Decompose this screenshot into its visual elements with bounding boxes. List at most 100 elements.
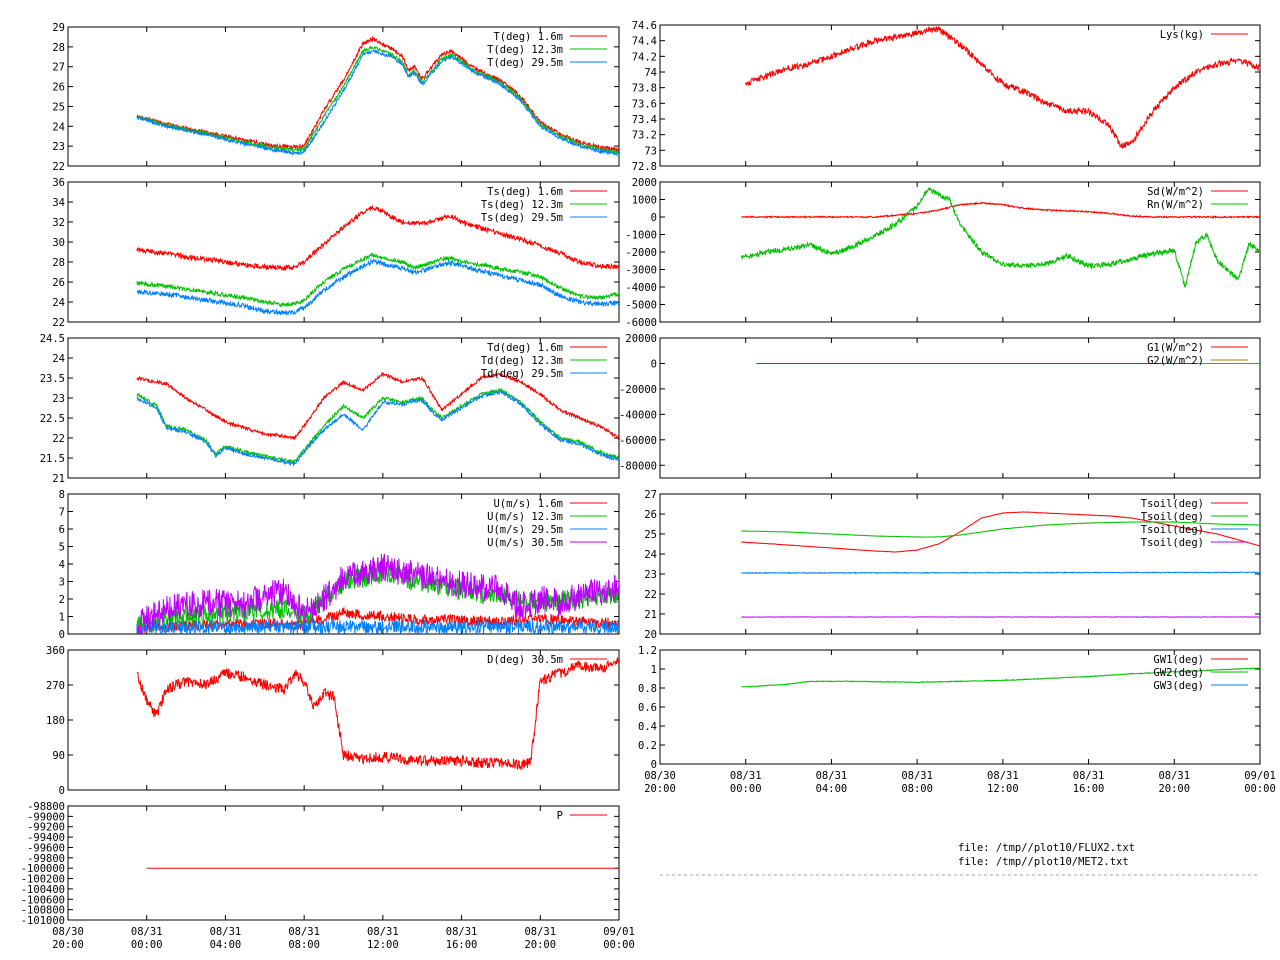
series-line (136, 553, 619, 634)
y-tick-label: -60000 (619, 435, 657, 447)
y-tick-label: 24.5 (40, 333, 65, 345)
y-tick-label: 29 (52, 22, 65, 34)
y-tick-label: 73.2 (632, 130, 657, 142)
y-tick-label: -98800 (27, 801, 65, 813)
series-line (745, 26, 1260, 149)
legend-label: T(deg) 1.6m (493, 31, 563, 43)
y-tick-label: -99000 (27, 811, 65, 823)
x-tick-label-date: 08/31 (987, 770, 1019, 782)
y-tick-label: 0 (59, 785, 65, 797)
legend-label: Td(deg) 1.6m (487, 342, 563, 354)
y-tick-label: -100200 (21, 874, 65, 886)
y-tick-label: 28 (52, 42, 65, 54)
y-tick-label: 20 (644, 629, 657, 641)
legend-label: D(deg) 30.5m (487, 654, 563, 666)
panel-u: 0 1 2 3 4 5 6 7 8 U(m/s) 1.6mU(m/s) 12.3mU(m/s) 2… (59, 489, 620, 641)
y-tick-label: 73.6 (632, 98, 657, 110)
y-tick-label: 1 (651, 664, 657, 676)
y-tick-label: 73 (644, 145, 657, 157)
y-tick-label: 0.8 (638, 683, 657, 695)
plot-frame (659, 24, 1261, 167)
y-tick-label: -4000 (625, 282, 657, 294)
y-tick-label: 23 (52, 393, 65, 405)
series-line (741, 521, 1260, 538)
x-tick-label-time: 16:00 (1073, 783, 1105, 795)
y-tick-label: 27 (52, 62, 65, 74)
x-tick-label-date: 08/31 (288, 926, 320, 938)
legend-label: Rn(W/m^2) (1147, 199, 1204, 211)
legend-label: GW1(deg) (1153, 654, 1204, 666)
y-tick-label: -5000 (625, 300, 657, 312)
y-tick-label: 23.5 (40, 373, 65, 385)
legend-label: Sd(W/m^2) (1147, 186, 1204, 198)
legend-label: Td(deg) 29.5m (481, 368, 563, 380)
series-line (741, 571, 1260, 575)
legend-label: Td(deg) 12.3m (481, 355, 563, 367)
y-tick-label: 23 (644, 569, 657, 581)
y-tick-label: 0 (651, 212, 657, 224)
legend-label: Tsoil(deg) (1141, 511, 1204, 523)
legend-label: T(deg) 29.5m (487, 57, 563, 69)
series-line (136, 657, 619, 770)
y-tick-label: 180 (46, 715, 65, 727)
legend-label: T(deg) 12.3m (487, 44, 563, 56)
y-tick-label: 30 (52, 237, 65, 249)
series-line (136, 371, 619, 441)
legend-label: Lys(kg) (1160, 29, 1204, 41)
time-axis-right: 08/3020:0008/3100:0008/3104:0008/3108:00… (644, 770, 1276, 795)
series-line (136, 618, 619, 634)
y-tick-label: 24 (644, 549, 657, 561)
y-tick-label: 72.8 (632, 161, 657, 173)
x-tick-label-time: 04:00 (210, 939, 242, 951)
y-tick-label: 74.2 (632, 51, 657, 63)
y-tick-label: 25 (52, 101, 65, 113)
file-label-met: file: /tmp//plot10/MET2.txt (958, 856, 1129, 868)
y-tick-label: 73.4 (632, 114, 657, 126)
y-tick-label: -40000 (619, 409, 657, 421)
x-tick-label-date: 09/01 (603, 926, 635, 938)
y-tick-label: 26 (52, 277, 65, 289)
y-tick-label: 270 (46, 680, 65, 692)
y-tick-label: -99600 (27, 842, 65, 854)
y-tick-label: 4 (59, 559, 65, 571)
legend-label: G1(W/m^2) (1147, 342, 1204, 354)
y-tick-label: 22 (52, 317, 65, 329)
legend-label: U(m/s) 12.3m (487, 511, 563, 523)
y-tick-label: 0 (59, 629, 65, 641)
legend-label: U(m/s) 30.5m (487, 537, 563, 549)
y-tick-label: -100600 (21, 894, 65, 906)
y-tick-label: -6000 (625, 317, 657, 329)
y-tick-label: 0.2 (638, 740, 657, 752)
y-tick-label: 27 (644, 489, 657, 501)
series-line (741, 511, 1260, 553)
y-tick-label: 22 (644, 589, 657, 601)
file-label-flux: file: /tmp//plot10/FLUX2.txt (958, 842, 1135, 854)
y-tick-label: 21 (52, 473, 65, 485)
y-tick-label: 1000 (632, 195, 657, 207)
y-tick-label: 24 (52, 297, 65, 309)
series-line (136, 390, 619, 467)
y-tick-label: 74.4 (632, 36, 657, 48)
y-tick-label: 36 (52, 177, 65, 189)
y-tick-label: 74.6 (632, 20, 657, 32)
legend-label: Tsoil(deg) (1141, 498, 1204, 510)
panel-lys: 72.8 73 73.2 73.4 73.6 73.8 74 74.2 74.4 74.6 Lys(… (632, 20, 1261, 173)
y-tick-label: 0.6 (638, 702, 657, 714)
y-tick-label: 21.5 (40, 453, 65, 465)
y-tick-label: 360 (46, 645, 65, 657)
series-line (136, 258, 619, 317)
y-tick-label: 21 (644, 609, 657, 621)
legend-label: U(m/s) 29.5m (487, 524, 563, 536)
plot-frame (67, 181, 620, 323)
x-tick-label-date: 08/31 (816, 770, 848, 782)
x-tick-label-time: 20:00 (1158, 783, 1190, 795)
x-tick-label-date: 08/31 (524, 926, 556, 938)
y-tick-label: 34 (52, 197, 65, 209)
series-line (741, 667, 1260, 688)
x-tick-label-time: 12:00 (987, 783, 1019, 795)
legend-label: Tsoil(deg) (1141, 524, 1204, 536)
series-line (136, 35, 619, 153)
plot-frame (659, 493, 1261, 635)
y-tick-label: 2 (59, 594, 65, 606)
